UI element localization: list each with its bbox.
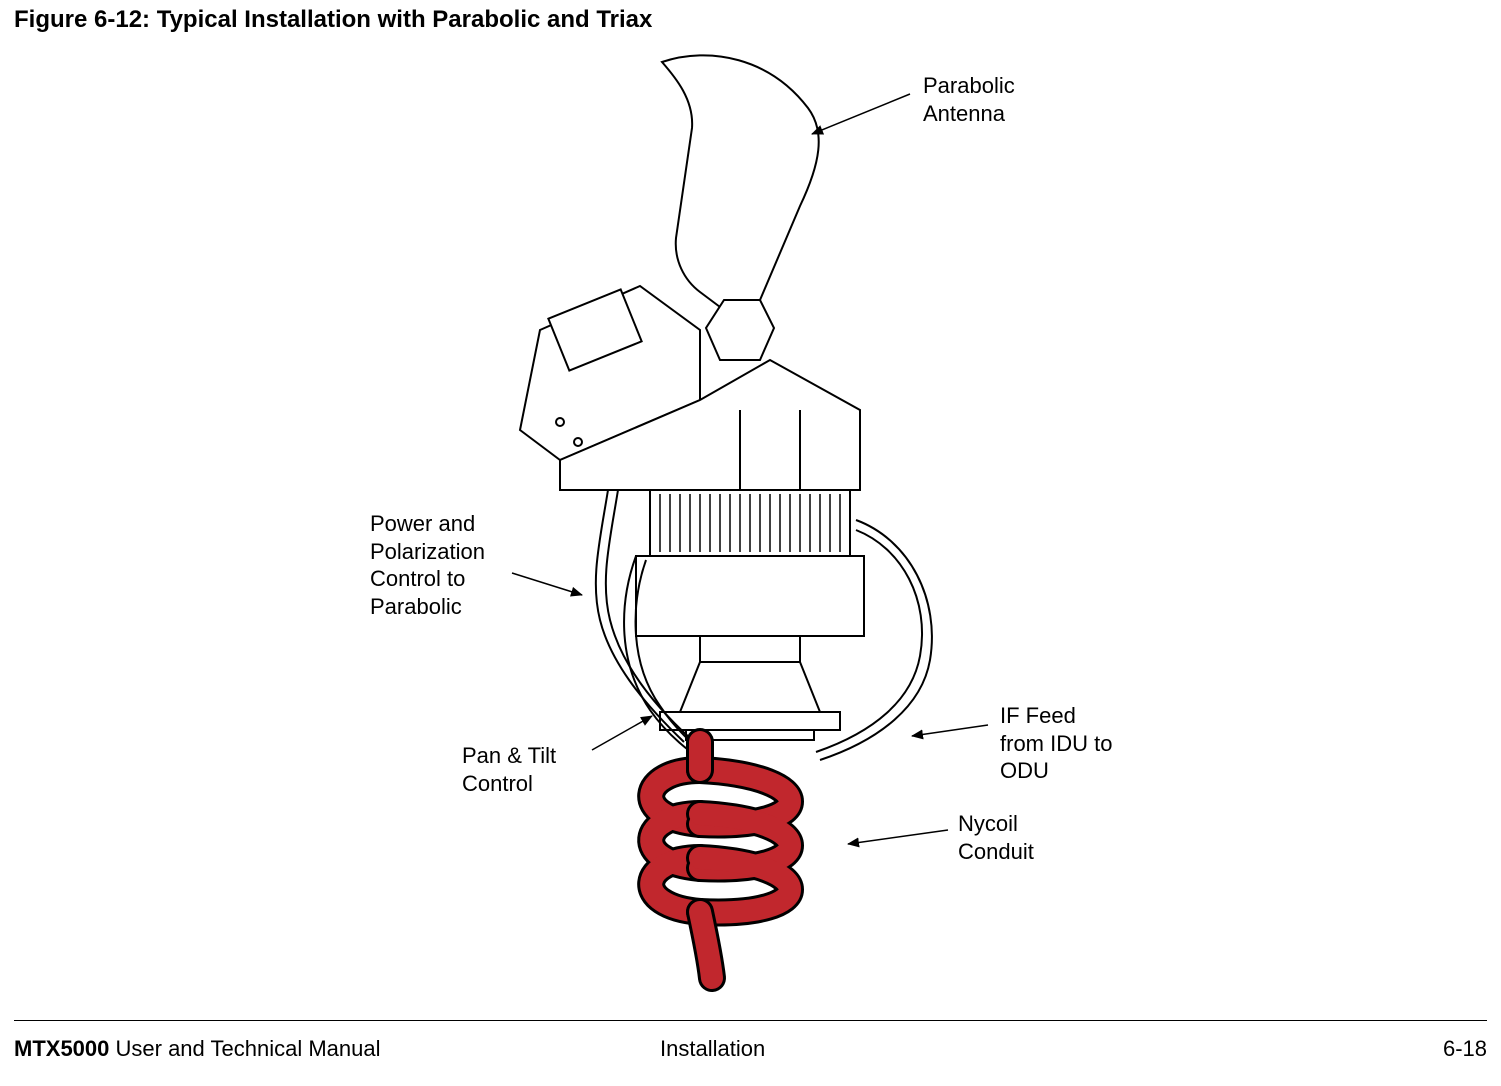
- pedestal-base: [660, 662, 840, 740]
- label-parabolic-antenna: Parabolic Antenna: [923, 72, 1015, 127]
- label-pan-tilt: Pan & Tilt Control: [462, 742, 556, 797]
- pan-tilt-arrow: [592, 716, 652, 750]
- mount-assembly: [520, 286, 860, 490]
- nycoil-arrow: [848, 830, 948, 844]
- parabolic-antenna-shape: [662, 55, 819, 360]
- footer-center: Installation: [660, 1036, 765, 1062]
- label-power-polarization: Power and Polarization Control to Parabo…: [370, 510, 485, 620]
- installation-diagram: [0, 0, 1501, 1086]
- power-polarization-arrow: [512, 573, 582, 595]
- footer-left: MTX5000 User and Technical Manual: [14, 1036, 380, 1062]
- label-nycoil: Nycoil Conduit: [958, 810, 1034, 865]
- nycoil-conduit-shape: [651, 742, 790, 978]
- if-feed-arrow: [912, 725, 988, 736]
- footer-page-number: 6-18: [1443, 1036, 1487, 1062]
- label-if-feed: IF Feed from IDU to ODU: [1000, 702, 1112, 785]
- parabolic-antenna-arrow: [812, 94, 910, 134]
- footer-model: MTX5000: [14, 1036, 109, 1061]
- footer-divider: [14, 1020, 1487, 1021]
- footer-manual-title: User and Technical Manual: [109, 1036, 380, 1061]
- odu-housing: [636, 556, 864, 668]
- heatsink-block: [650, 490, 850, 556]
